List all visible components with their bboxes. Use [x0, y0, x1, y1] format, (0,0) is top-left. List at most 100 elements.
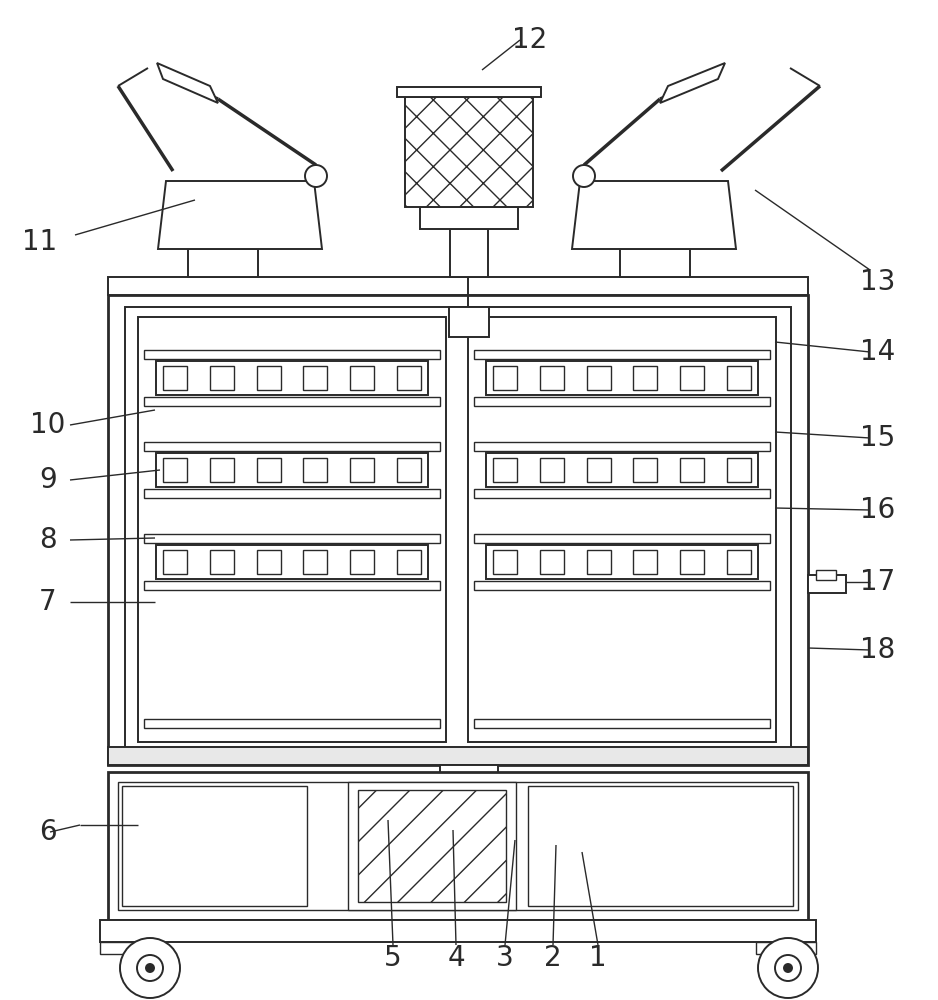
- Bar: [397, 458, 421, 482]
- Bar: [188, 249, 258, 277]
- Bar: [540, 366, 564, 390]
- Polygon shape: [660, 63, 725, 103]
- Bar: [474, 442, 770, 451]
- Bar: [108, 295, 808, 765]
- Bar: [144, 581, 440, 590]
- Bar: [474, 581, 770, 590]
- Bar: [397, 87, 541, 97]
- Text: 8: 8: [39, 526, 57, 554]
- Bar: [680, 550, 704, 574]
- Bar: [125, 307, 791, 752]
- Bar: [528, 786, 793, 906]
- Bar: [304, 550, 327, 574]
- Bar: [540, 458, 564, 482]
- Bar: [257, 366, 280, 390]
- Text: 5: 5: [385, 944, 401, 972]
- Bar: [397, 366, 421, 390]
- Polygon shape: [157, 63, 218, 103]
- Text: 3: 3: [496, 944, 514, 972]
- Bar: [633, 550, 658, 574]
- Bar: [210, 458, 234, 482]
- Circle shape: [146, 964, 154, 972]
- Bar: [144, 489, 440, 498]
- Bar: [210, 366, 234, 390]
- Text: 17: 17: [860, 568, 896, 596]
- Circle shape: [573, 165, 595, 187]
- Bar: [348, 782, 516, 910]
- Bar: [727, 458, 751, 482]
- Text: 6: 6: [39, 818, 57, 846]
- Bar: [486, 361, 758, 395]
- Bar: [633, 458, 658, 482]
- Bar: [358, 790, 506, 902]
- Bar: [163, 458, 187, 482]
- Circle shape: [305, 165, 327, 187]
- Bar: [474, 534, 770, 543]
- Text: 13: 13: [860, 268, 896, 296]
- Text: 1: 1: [589, 944, 607, 972]
- Bar: [727, 366, 751, 390]
- Bar: [486, 453, 758, 487]
- Text: 4: 4: [447, 944, 465, 972]
- Bar: [163, 550, 187, 574]
- Bar: [257, 458, 280, 482]
- Bar: [586, 458, 611, 482]
- Bar: [540, 550, 564, 574]
- Bar: [727, 550, 751, 574]
- Text: 15: 15: [860, 424, 896, 452]
- Bar: [633, 366, 658, 390]
- Bar: [620, 249, 690, 277]
- Bar: [304, 458, 327, 482]
- Bar: [450, 229, 488, 277]
- Bar: [397, 550, 421, 574]
- Text: 10: 10: [30, 411, 66, 439]
- Bar: [420, 207, 518, 229]
- Bar: [440, 765, 498, 800]
- Circle shape: [775, 955, 801, 981]
- Bar: [350, 366, 374, 390]
- Bar: [156, 361, 428, 395]
- Text: 9: 9: [39, 466, 57, 494]
- Bar: [100, 920, 816, 942]
- Bar: [156, 545, 428, 579]
- Bar: [144, 442, 440, 451]
- Bar: [449, 307, 489, 337]
- Bar: [100, 942, 160, 954]
- Bar: [756, 942, 816, 954]
- Bar: [486, 545, 758, 579]
- Text: 14: 14: [860, 338, 896, 366]
- Bar: [808, 575, 846, 593]
- Polygon shape: [572, 181, 736, 249]
- Bar: [108, 747, 808, 765]
- Bar: [474, 719, 770, 728]
- Text: 11: 11: [23, 228, 57, 256]
- Bar: [474, 350, 770, 359]
- Bar: [586, 366, 611, 390]
- Bar: [680, 366, 704, 390]
- Bar: [144, 719, 440, 728]
- Bar: [144, 350, 440, 359]
- Bar: [350, 458, 374, 482]
- Bar: [257, 550, 280, 574]
- Text: 18: 18: [860, 636, 896, 664]
- Bar: [468, 317, 776, 742]
- Bar: [122, 786, 307, 906]
- Bar: [138, 317, 446, 742]
- Bar: [118, 782, 798, 910]
- Bar: [493, 550, 517, 574]
- Text: 7: 7: [39, 588, 57, 616]
- Bar: [816, 570, 836, 580]
- Text: 16: 16: [860, 496, 896, 524]
- Bar: [108, 772, 808, 920]
- Circle shape: [120, 938, 180, 998]
- Bar: [474, 397, 770, 406]
- Circle shape: [758, 938, 818, 998]
- Bar: [163, 366, 187, 390]
- Polygon shape: [158, 181, 322, 249]
- Text: 2: 2: [544, 944, 562, 972]
- Bar: [304, 366, 327, 390]
- Bar: [493, 458, 517, 482]
- Text: 12: 12: [512, 26, 548, 54]
- Bar: [680, 458, 704, 482]
- Bar: [144, 397, 440, 406]
